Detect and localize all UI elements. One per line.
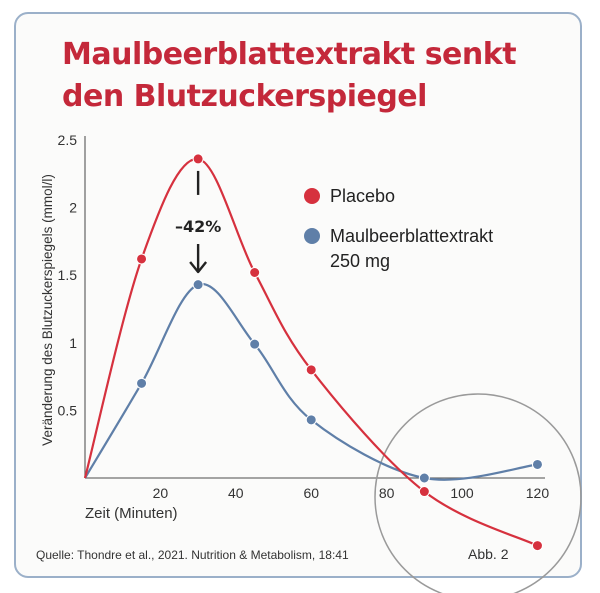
- data-point-placebo: [249, 266, 261, 278]
- title-line-2: den Blutzuckerspiegel: [62, 79, 427, 114]
- legend-label-placebo: Placebo: [330, 186, 395, 206]
- data-point-extract: [305, 414, 317, 426]
- legend-label-extract: 250 mg: [330, 251, 390, 271]
- data-point-placebo: [418, 486, 430, 498]
- x-tick-label: 80: [379, 485, 395, 501]
- data-point-extract: [249, 338, 261, 350]
- data-point-extract: [531, 458, 543, 470]
- data-point-placebo: [192, 153, 204, 165]
- highlight-circle: [374, 393, 582, 593]
- data-point-placebo: [531, 540, 543, 552]
- x-tick-label: 120: [526, 485, 550, 501]
- x-tick-label: 60: [303, 485, 319, 501]
- chart-card: [14, 12, 582, 578]
- data-point-extract: [192, 279, 204, 291]
- annotation-label: –42%: [175, 217, 221, 236]
- y-tick-label: 2: [69, 200, 77, 216]
- data-point-extract: [136, 377, 148, 389]
- data-point-placebo: [305, 364, 317, 376]
- y-axis-label: Veränderung des Blutzuckerspiegels (mmol…: [40, 174, 55, 446]
- legend-marker-placebo: [304, 188, 320, 204]
- data-point-extract: [418, 472, 430, 484]
- figure-label: Abb. 2: [468, 546, 509, 562]
- x-tick-label: 40: [228, 485, 244, 501]
- legend-label-extract: Maulbeerblattextrakt: [330, 226, 493, 246]
- title-line-1: Maulbeerblattextrakt senkt: [62, 37, 517, 72]
- data-point-placebo: [136, 253, 148, 265]
- y-tick-label: 0.5: [58, 402, 78, 418]
- series-line-extract: [84, 283, 538, 481]
- chart-title: Maulbeerblattextrakt senkt den Blutzucke…: [62, 34, 582, 118]
- x-tick-label: 20: [153, 485, 169, 501]
- annotation-arrow-head: [189, 261, 208, 274]
- source-citation: Quelle: Thondre et al., 2021. Nutrition …: [36, 548, 349, 562]
- legend-marker-extract: [304, 228, 320, 244]
- x-tick-label: 100: [450, 485, 474, 501]
- y-tick-label: 1.5: [58, 267, 78, 283]
- y-tick-label: 2.5: [58, 132, 78, 148]
- x-axis-label: Zeit (Minuten): [85, 505, 178, 522]
- y-tick-label: 1: [69, 335, 77, 351]
